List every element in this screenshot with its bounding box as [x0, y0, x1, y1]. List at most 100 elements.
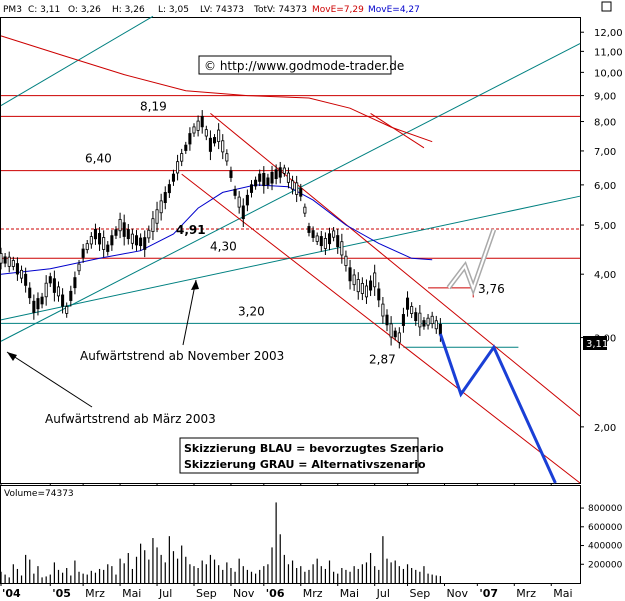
header-high: H: 3,26 [112, 5, 145, 15]
candle-body [332, 230, 336, 238]
candle-body [422, 320, 426, 327]
level-labels: 8,19 6,40 4,91 4,30 3,20 2,87 3,76 [85, 99, 505, 366]
candle-body [180, 153, 184, 162]
candle-body [192, 126, 196, 134]
candle-body [418, 312, 422, 328]
candle-body [167, 184, 171, 194]
candle-body [20, 269, 24, 279]
candle-body [106, 244, 110, 252]
candle-body [102, 237, 106, 250]
candle-body [73, 277, 77, 289]
volume-label: Volume=74373 [4, 489, 74, 499]
volume-tick-label: 400000 [588, 542, 623, 552]
candle-body [7, 256, 11, 267]
candle-body [385, 314, 389, 326]
candle-body [249, 184, 254, 193]
header-last-volume: LV: 74373 [200, 5, 244, 15]
candle-body [237, 196, 241, 208]
volume-tick-label: 200000 [588, 560, 623, 570]
candle-body [32, 300, 36, 313]
annotation-nov-2003: Aufwärtstrend ab November 2003 [80, 279, 284, 363]
candle-body [369, 280, 373, 291]
candle-body [118, 219, 122, 232]
x-tick-label: '04 [2, 587, 21, 600]
candle-body [204, 129, 208, 137]
trendline-channel-lower [181, 173, 581, 484]
y-tick-label: 6,00 [594, 181, 616, 192]
volume-panel-frame [0, 485, 581, 584]
candle-body [200, 115, 204, 128]
moving-average-red [0, 35, 433, 143]
last-price-badge: 3,11 [583, 336, 608, 350]
candle-body [139, 237, 143, 247]
candle-body [196, 120, 200, 131]
scenario-legend: Skizzierung BLAU = bevorzugtes Szenario … [179, 437, 444, 474]
header-ma-red: MovE=7,29 [312, 5, 364, 15]
header-close: C: 3,11 [28, 5, 60, 15]
x-tick-label: Mai [340, 587, 359, 600]
level-label: 2,87 [369, 352, 396, 366]
y-tick-label: 11,00 [594, 47, 623, 58]
candle-body [163, 192, 167, 204]
candle-body [85, 243, 89, 251]
x-tick-label: '05 [52, 587, 71, 600]
candle-body [245, 194, 249, 206]
candle-body [356, 279, 360, 293]
candle-body [11, 260, 15, 267]
x-tick-label: '06 [266, 587, 285, 600]
candle-body [122, 222, 126, 237]
level-label: 3,76 [478, 282, 505, 296]
level-label: 8,19 [140, 99, 167, 113]
candle-body [36, 298, 40, 310]
candle-body [15, 263, 19, 275]
header-low: L: 3,05 [158, 5, 189, 15]
x-tick-label: Nov [446, 587, 468, 600]
candle-body [336, 235, 340, 248]
candle-body [221, 140, 225, 153]
volume-axis: 200000 400000 600000 800000 [580, 504, 623, 570]
candle-body [258, 173, 262, 182]
candle-body [171, 173, 175, 182]
candle-body [98, 233, 102, 245]
candle-body [155, 209, 159, 224]
trendline-teal-steep [0, 15, 154, 107]
candle-body [315, 235, 319, 242]
candle-body [3, 256, 7, 264]
candle-body [56, 286, 61, 297]
candle-body [213, 137, 217, 144]
candle-body [319, 236, 323, 247]
candle-body [52, 278, 56, 293]
candle-body [381, 303, 385, 317]
candle-body [270, 171, 274, 184]
candle-body [364, 285, 368, 298]
moving-average-blue [0, 184, 433, 275]
x-tick-label: Sep [410, 587, 431, 600]
annotation-nov-2003-arrow [182, 279, 197, 346]
candle-body [401, 314, 405, 326]
candle-body [233, 188, 237, 196]
candle-body [61, 294, 65, 307]
y-tick-label: 8,00 [594, 118, 616, 129]
candle-body [254, 179, 258, 187]
candle-body [147, 229, 151, 239]
candle-body [311, 230, 315, 238]
header-ma-blue: MovE=4,27 [368, 5, 420, 15]
candle-body [307, 226, 311, 233]
candle-body [340, 241, 344, 256]
level-label: 6,40 [85, 152, 112, 166]
candle-body [434, 320, 438, 330]
candle-body [126, 229, 130, 240]
source-url-box: © http://www.godmode-trader.de [198, 55, 404, 75]
volume-bars [0, 502, 441, 583]
annotation-march-2003: Aufwärtstrend ab März 2003 [6, 351, 216, 426]
trendline-teal-march-2003 [0, 43, 581, 342]
candle-body [295, 182, 299, 195]
candle-body [327, 233, 332, 245]
price-axis: 2,003,004,005,006,007,008,009,0010,0011,… [580, 28, 623, 434]
candle-body [430, 315, 434, 325]
candle-body [0, 253, 3, 264]
scenario-sketches [438, 228, 557, 484]
scale-toggle-icon[interactable] [601, 1, 612, 12]
candle-body [299, 188, 303, 197]
